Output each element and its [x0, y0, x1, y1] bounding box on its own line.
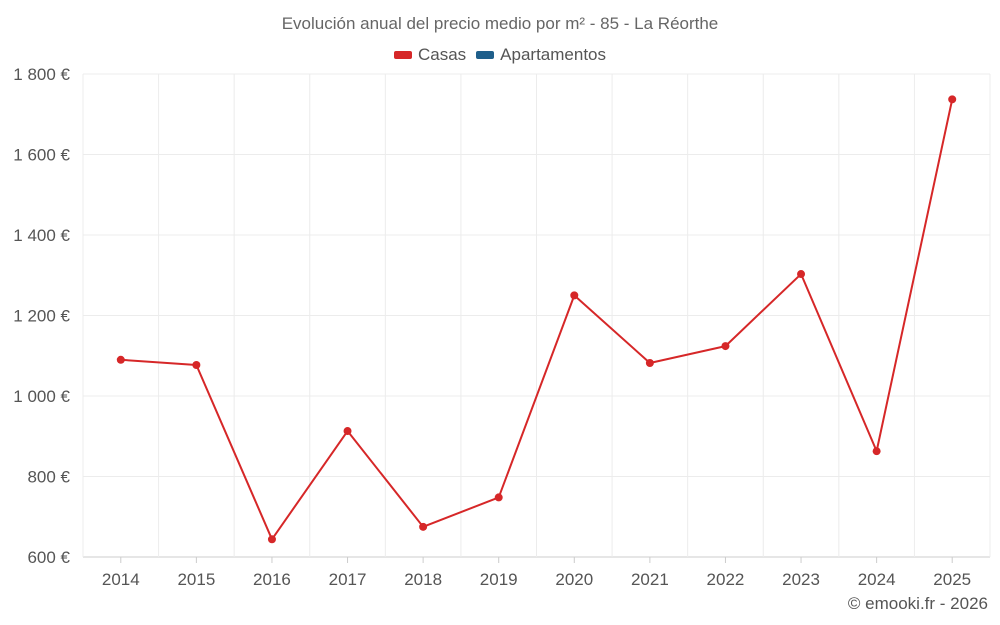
data-point-casas-2020 — [570, 291, 579, 300]
credit: © emooki.fr - 2026 — [847, 594, 988, 613]
x-tick-label: 2020 — [555, 570, 593, 589]
y-tick-label: 1 600 € — [13, 146, 70, 165]
x-tick-label: 2018 — [404, 570, 442, 589]
legend-item-apartamentos[interactable]: Apartamentos — [476, 45, 606, 65]
legend-swatch-casas — [393, 51, 412, 59]
data-point-casas-2019 — [494, 493, 503, 502]
x-tick-label: 2017 — [329, 570, 367, 589]
chart-title: Evolución anual del precio medio por m² … — [281, 14, 719, 33]
data-point-casas-2025 — [948, 95, 957, 104]
y-tick-label: 1 000 € — [13, 387, 70, 406]
data-point-casas-2021 — [645, 358, 654, 367]
y-axis: 600 € 800 € 1 000 € 1 200 € 1 400 € 1 600 € 1 … — [13, 65, 70, 567]
y-tick-label: 1 800 € — [13, 65, 70, 84]
legend-swatch-apartamentos — [476, 51, 495, 59]
x-tick-label: 2025 — [933, 570, 971, 589]
x-tick-label: 2019 — [480, 570, 518, 589]
series-layer — [116, 95, 957, 544]
y-tick-label: 800 € — [27, 468, 70, 487]
x-tick-label: 2021 — [631, 570, 669, 589]
x-tick-label: 2015 — [177, 570, 215, 589]
series-line-casas — [120, 99, 954, 541]
data-point-casas-2017 — [343, 427, 352, 436]
x-tick-label: 2014 — [102, 570, 140, 589]
x-tick-label: 2016 — [253, 570, 291, 589]
legend-item-casas[interactable]: Casas — [393, 45, 467, 65]
y-tick-label: 1 400 € — [13, 226, 70, 245]
data-point-casas-2024 — [872, 447, 881, 456]
legend-label-casas: Casas — [417, 45, 467, 64]
x-tick-label: 2023 — [782, 570, 820, 589]
data-point-casas-2015 — [192, 361, 201, 370]
data-point-casas-2023 — [797, 270, 806, 279]
y-tick-label: 600 € — [27, 548, 70, 567]
legend-label-apartamentos: Apartamentos — [500, 45, 607, 64]
x-axis: 2014 2015 2016 2017 2018 2019 2020 2021 2022 2023… — [102, 557, 971, 589]
x-tick-label: 2022 — [707, 570, 745, 589]
data-point-casas-2018 — [419, 522, 428, 531]
legend: Casas Apartamentos — [0, 45, 1000, 65]
data-point-casas-2016 — [267, 535, 276, 544]
y-tick-label: 1 200 € — [13, 307, 70, 326]
data-point-casas-2022 — [721, 342, 730, 351]
x-tick-label: 2024 — [858, 570, 896, 589]
grid — [82, 73, 991, 558]
data-point-casas-2014 — [116, 355, 125, 364]
